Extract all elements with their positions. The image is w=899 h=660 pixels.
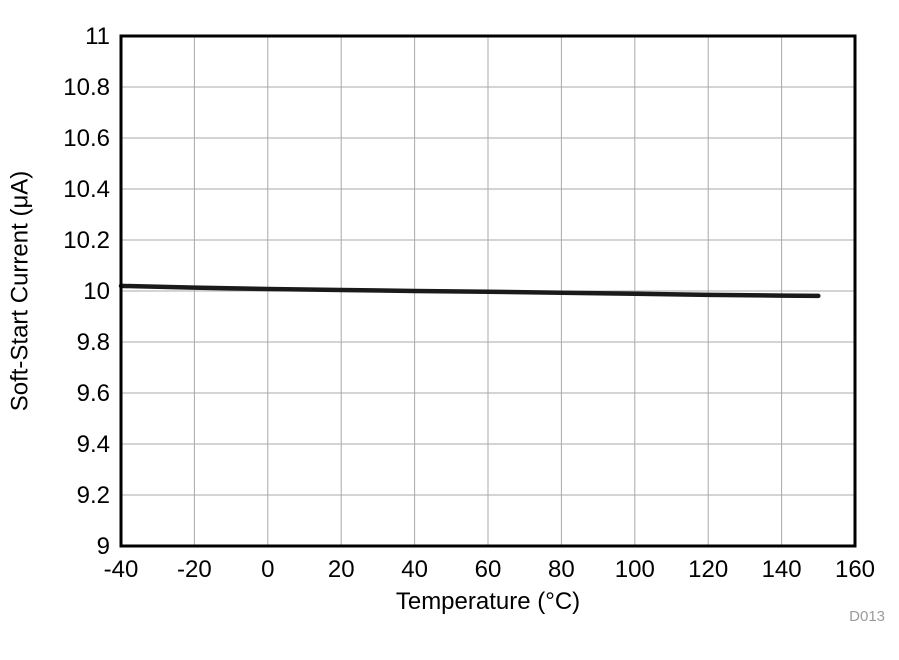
y-tick-label: 10.6 (63, 125, 110, 152)
x-tick-label: 60 (475, 556, 502, 583)
x-tick-label: 80 (548, 556, 575, 583)
x-tick-label: 40 (401, 556, 428, 583)
plot-border (119, 34, 857, 548)
series-line-soft-start-current (118, 283, 821, 299)
y-tick-label: 9 (97, 533, 110, 560)
x-tick-label: 20 (328, 556, 355, 583)
x-tick-label: -20 (177, 556, 212, 583)
x-axis-title: Temperature (°C) (395, 588, 581, 615)
y-tick-label: 9.4 (77, 431, 110, 458)
y-tick-label: 9.2 (77, 482, 110, 509)
figure-id: D013 (849, 608, 885, 625)
x-tick-label: 140 (762, 556, 802, 583)
y-tick-label: 10.8 (63, 74, 110, 101)
x-tick-label: 160 (835, 556, 875, 583)
x-tick-label: 120 (688, 556, 728, 583)
y-tick-label: 9.8 (77, 329, 110, 356)
x-tick-label: 100 (615, 556, 655, 583)
y-tick-label: 9.6 (77, 380, 110, 407)
y-tick-label: 10 (83, 278, 110, 305)
y-tick-label: 11 (85, 23, 110, 50)
x-tick-label: 0 (261, 556, 274, 583)
x-tick-label: -40 (104, 556, 139, 583)
y-tick-label: 10.4 (63, 176, 110, 203)
y-tick-label: 10.2 (63, 227, 110, 254)
